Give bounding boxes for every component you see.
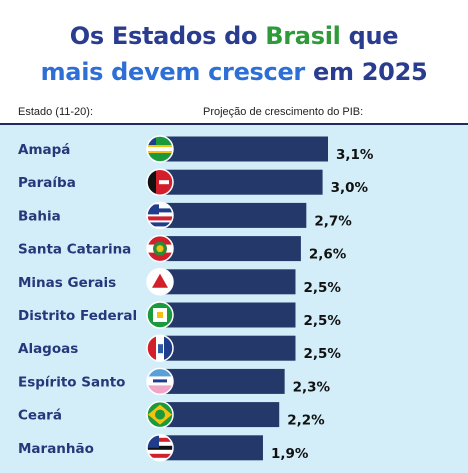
- projection-column-header: Projeção de crescimento do PIB:: [203, 106, 364, 118]
- bar: [160, 402, 280, 428]
- value-label: 2,6%: [309, 247, 347, 263]
- value-label: 2,7%: [314, 213, 352, 229]
- bar: [160, 269, 296, 295]
- bahia-flag-icon: [146, 201, 174, 230]
- category-label: Bahia: [18, 208, 61, 224]
- title-text-highlight: mais devem crescer: [40, 58, 306, 86]
- value-label: 3,0%: [331, 180, 369, 196]
- value-label: 2,5%: [303, 346, 341, 362]
- value-label: 2,2%: [287, 413, 325, 429]
- title-text-a: Os Estados do: [69, 22, 266, 50]
- title-text-c: que: [340, 22, 399, 50]
- category-label: Santa Catarina: [18, 242, 131, 258]
- value-label: 2,5%: [303, 313, 341, 329]
- chart-title-line2: mais devem crescer em 2025: [0, 58, 468, 86]
- bar: [160, 136, 328, 162]
- category-label: Ceará: [18, 408, 62, 424]
- title-text-brasil: Brasil: [265, 22, 341, 50]
- bar: [160, 335, 296, 361]
- amapa-flag-icon: [146, 135, 174, 163]
- value-label: 1,9%: [271, 446, 309, 462]
- category-label: Minas Gerais: [18, 275, 116, 291]
- header-divider: [0, 123, 468, 125]
- value-label: 2,5%: [303, 280, 341, 296]
- bar: [160, 169, 323, 195]
- category-label: Espírito Santo: [18, 374, 125, 390]
- bar: [160, 368, 285, 394]
- category-label: Amapá: [18, 142, 70, 158]
- espirito-santo-flag-icon: [146, 367, 174, 396]
- santa-catarina-flag-icon: [146, 234, 174, 263]
- bar: [160, 236, 301, 262]
- title-text-year: em 2025: [304, 58, 428, 86]
- ceara-flag-icon: [146, 400, 174, 429]
- category-label: Distrito Federal: [18, 308, 137, 324]
- bar: [160, 435, 263, 461]
- maranhao-flag-icon: [146, 434, 174, 462]
- bar: [160, 302, 296, 328]
- category-label: Paraíba: [18, 175, 76, 191]
- category-label: Maranhão: [18, 441, 94, 457]
- minas-gerais-flag-icon: [146, 268, 174, 296]
- alagoas-flag-icon: [146, 334, 174, 362]
- chart-title-line1: Os Estados do Brasil que: [0, 22, 468, 50]
- value-label: 3,1%: [336, 147, 374, 163]
- bar: [160, 202, 307, 228]
- distrito-federal-flag-icon: [146, 301, 174, 329]
- category-label: Alagoas: [18, 341, 78, 357]
- paraiba-flag-icon: [146, 168, 174, 196]
- state-column-header: Estado (11-20):: [18, 106, 94, 118]
- bar-chart: Amapá 3,1% Paraíba 3,0% Bahia 2,7% Santa Catar…: [18, 135, 374, 462]
- value-label: 2,3%: [293, 379, 331, 395]
